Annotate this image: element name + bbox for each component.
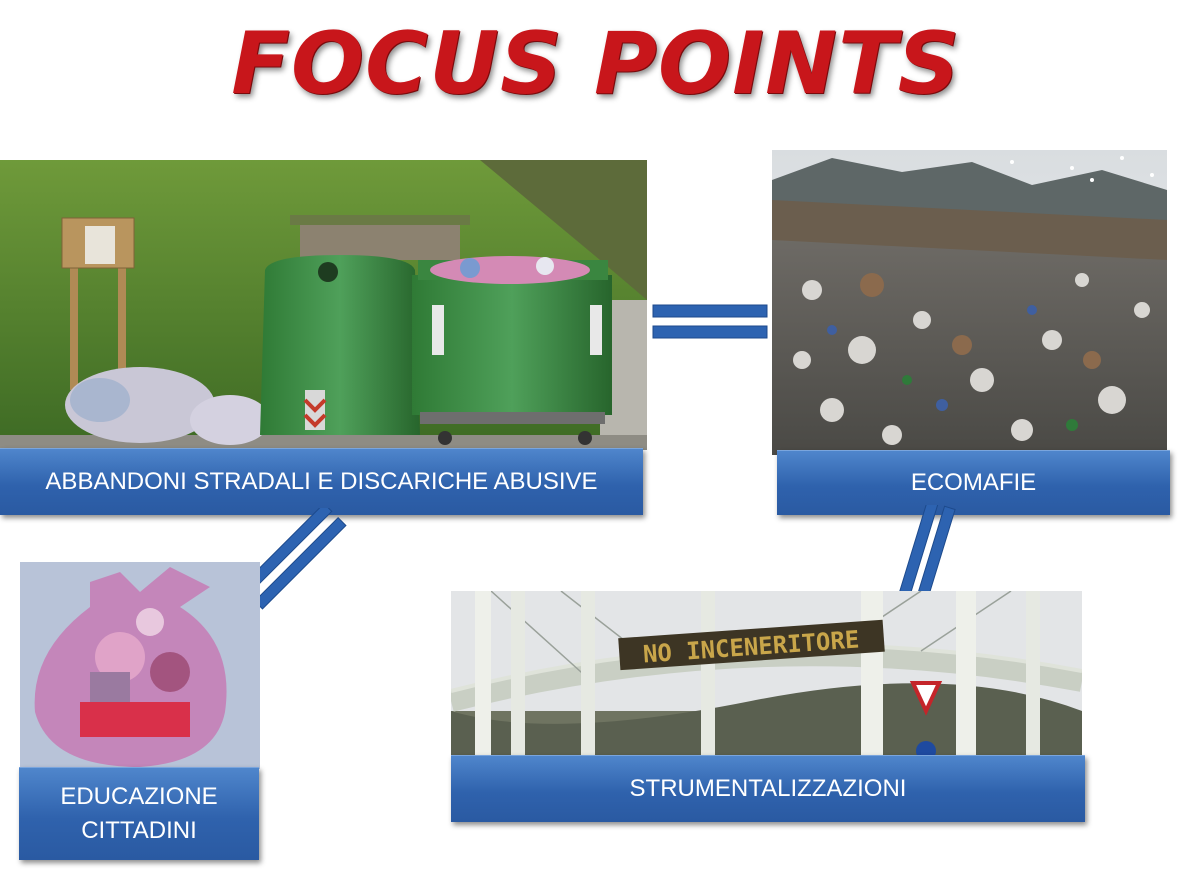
label-strumentalizzazioni: STRUMENTALIZZAZIONI — [451, 755, 1085, 822]
label-educazione: EDUCAZIONE CITTADINI — [19, 767, 259, 860]
garbage-bag-photo — [20, 562, 260, 769]
label-educazione-line2: CITTADINI — [81, 817, 197, 844]
label-ecomafie: ECOMAFIE — [777, 450, 1170, 515]
label-abbandoni: ABBANDONI STRADALI E DISCARICHE ABUSIVE — [0, 448, 643, 515]
label-educazione-line1: EDUCAZIONE — [60, 783, 218, 810]
connector-abbandoni-ecomafie — [652, 304, 768, 339]
label-abbandoni-text: ABBANDONI STRADALI E DISCARICHE ABUSIVE — [45, 468, 598, 495]
bridge-protest-banner-photo: NO INCENERITORE — [451, 591, 1082, 756]
label-strumentalizzazioni-text: STRUMENTALIZZAZIONI — [629, 775, 907, 802]
label-ecomafie-text: ECOMAFIE — [910, 469, 1037, 496]
landfill-photo — [772, 150, 1167, 455]
page-title: FOCUS POINTS — [231, 14, 961, 114]
roadside-waste-bins-photo — [0, 160, 647, 450]
